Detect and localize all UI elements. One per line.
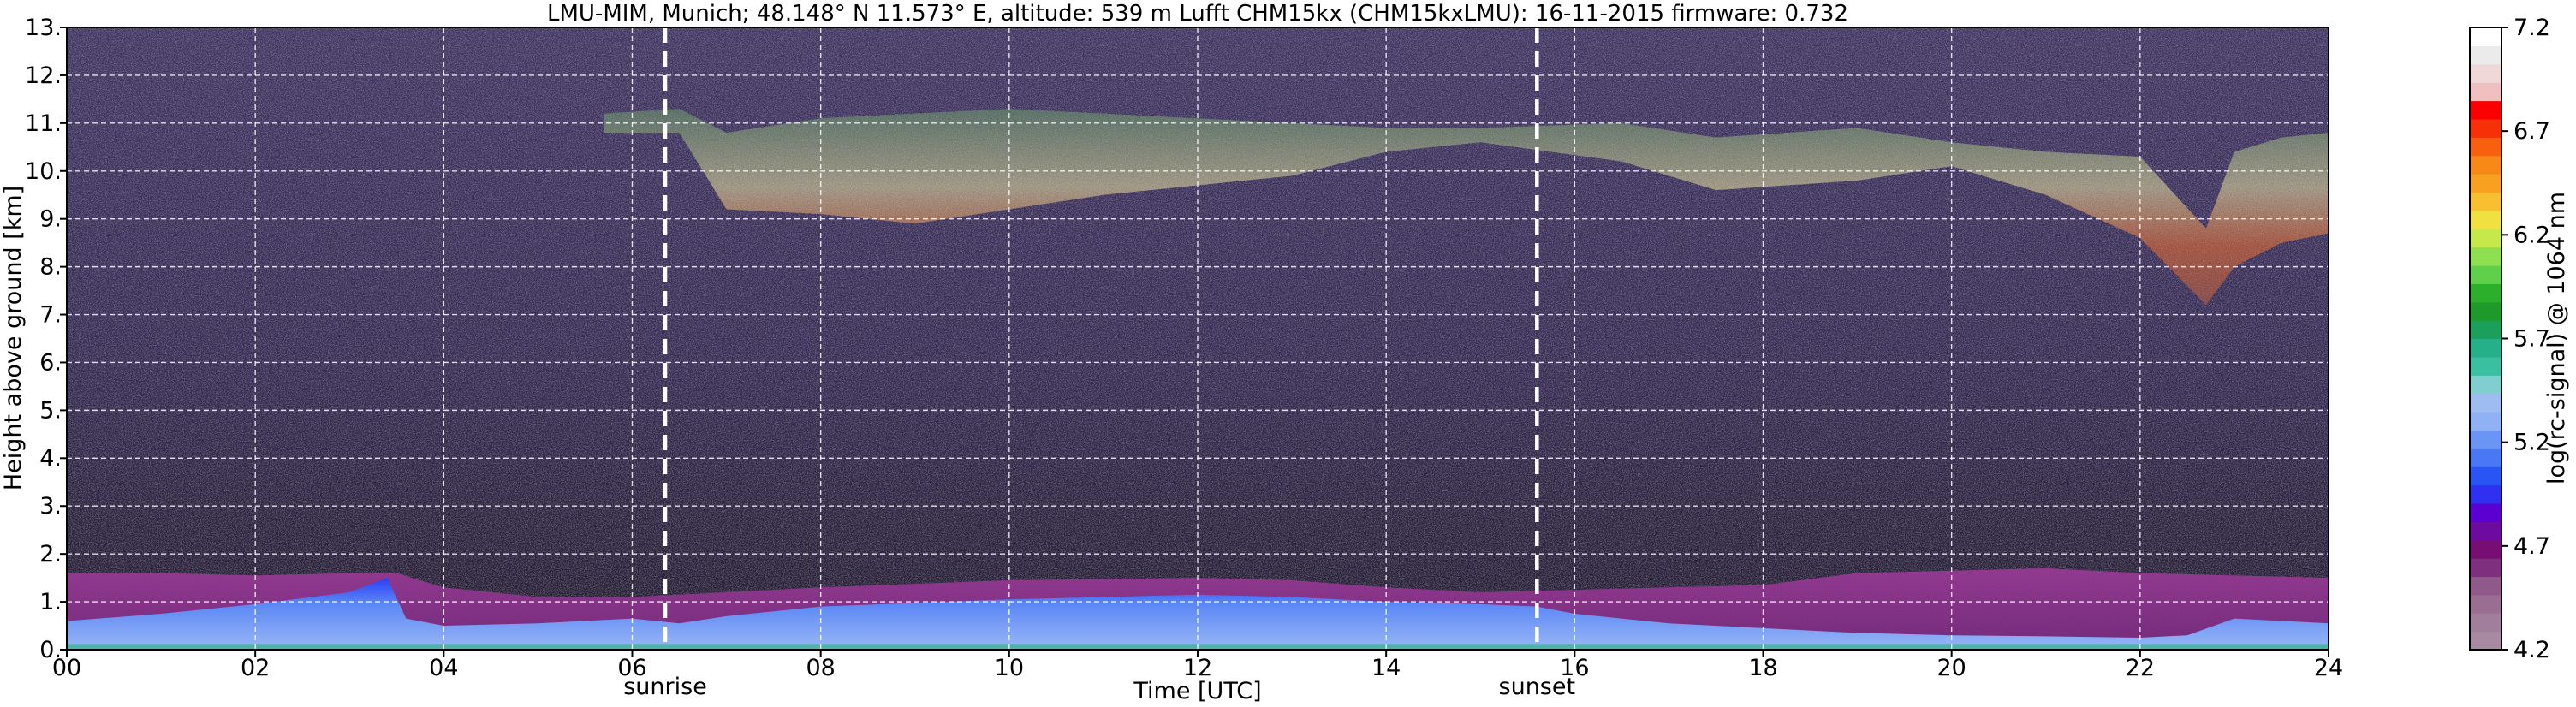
colorbar-label: log(rc-signal) @ 1064 nm [2543, 192, 2570, 484]
plot-area [67, 27, 2329, 650]
x-tick-label: 14 [1371, 655, 1401, 681]
colorbar-segment [2470, 301, 2502, 321]
colorbar-segment [2470, 412, 2502, 431]
colorbar-segment [2470, 502, 2502, 522]
y-tick-label: 4. [39, 445, 62, 472]
colorbar-segment [2470, 356, 2502, 376]
marker-label-sunset: sunset [1499, 674, 1576, 700]
y-tick-label: 8. [39, 254, 62, 281]
colorbar-segment [2470, 613, 2502, 633]
x-tick-label: 18 [1748, 655, 1777, 681]
colorbar-tick-label: 6.7 [2514, 118, 2550, 145]
colorbar-tick-label: 4.2 [2514, 637, 2550, 663]
x-tick-label: 12 [1183, 655, 1212, 681]
colorbar-segment [2470, 247, 2502, 266]
y-tick-label: 2. [39, 541, 62, 567]
colorbar-segment [2470, 155, 2502, 175]
colorbar-segment [2470, 118, 2502, 138]
colorbar-tick-label: 5.2 [2514, 430, 2550, 456]
colorbar-segment [2470, 521, 2502, 541]
x-tick-label: 02 [241, 655, 270, 681]
marker-label-sunrise: sunrise [623, 674, 707, 700]
colorbar-segment [2470, 137, 2502, 157]
y-tick-label: 0. [39, 637, 62, 663]
colorbar-segment [2470, 192, 2502, 211]
colorbar-segment [2470, 63, 2502, 83]
colorbar-tick-label: 5.7 [2514, 326, 2550, 353]
colorbar-segment [2470, 320, 2502, 340]
colorbar-tick-label: 4.7 [2514, 533, 2550, 560]
x-tick-label: 16 [1560, 655, 1589, 681]
y-tick-label: 1. [39, 589, 62, 615]
x-tick-label: 06 [617, 655, 646, 681]
colorbar-segment [2470, 264, 2502, 284]
y-tick-label: 10. [25, 158, 62, 185]
x-tick-label: 00 [52, 655, 81, 681]
colorbar [2470, 27, 2502, 651]
x-axis-label: Time [UTC] [1133, 678, 1261, 704]
colorbar-segment [2470, 539, 2502, 559]
colorbar-segment [2470, 466, 2502, 486]
y-axis-label: Height above ground [km] [0, 186, 27, 490]
y-tick-label: 5. [39, 397, 62, 424]
y-tick-label: 11. [25, 110, 62, 137]
colorbar-segment [2470, 174, 2502, 193]
y-tick-label: 12. [25, 62, 62, 89]
colorbar-segment [2470, 484, 2502, 504]
chart-title: LMU-MIM, Munich; 48.148° N 11.573° E, al… [547, 1, 1848, 27]
x-tick-label: 08 [806, 655, 835, 681]
colorbar-segment [2470, 558, 2502, 578]
colorbar-tick-label: 6.2 [2514, 222, 2550, 248]
colorbar-tick-label: 7.2 [2514, 15, 2550, 41]
colorbar-segment [2470, 45, 2502, 65]
high-cloud [604, 109, 2329, 306]
y-tick-label: 9. [39, 206, 62, 233]
colorbar-segment [2470, 283, 2502, 303]
colorbar-segment [2470, 229, 2502, 248]
x-tick-label: 10 [995, 655, 1024, 681]
colorbar-segment [2470, 210, 2502, 229]
x-tick-label: 22 [2126, 655, 2155, 681]
colorbar-segment [2470, 27, 2502, 46]
colorbar-segment [2470, 338, 2502, 358]
colorbar-segment [2470, 576, 2502, 596]
colorbar-segment [2470, 82, 2502, 102]
y-tick-label: 13. [25, 15, 62, 41]
y-tick-label: 6. [39, 349, 62, 376]
colorbar-segment [2470, 393, 2502, 413]
colorbar-segment [2470, 430, 2502, 449]
colorbar-segment [2470, 100, 2502, 120]
x-tick-label: 04 [429, 655, 458, 681]
x-tick-label: 20 [1936, 655, 1966, 681]
y-tick-label: 3. [39, 493, 62, 520]
colorbar-segment [2470, 594, 2502, 614]
y-tick-label: 7. [39, 302, 62, 329]
colorbar-segment [2470, 631, 2502, 651]
colorbar-segment [2470, 448, 2502, 467]
x-tick-label: 24 [2314, 655, 2343, 681]
colorbar-segment [2470, 375, 2502, 395]
